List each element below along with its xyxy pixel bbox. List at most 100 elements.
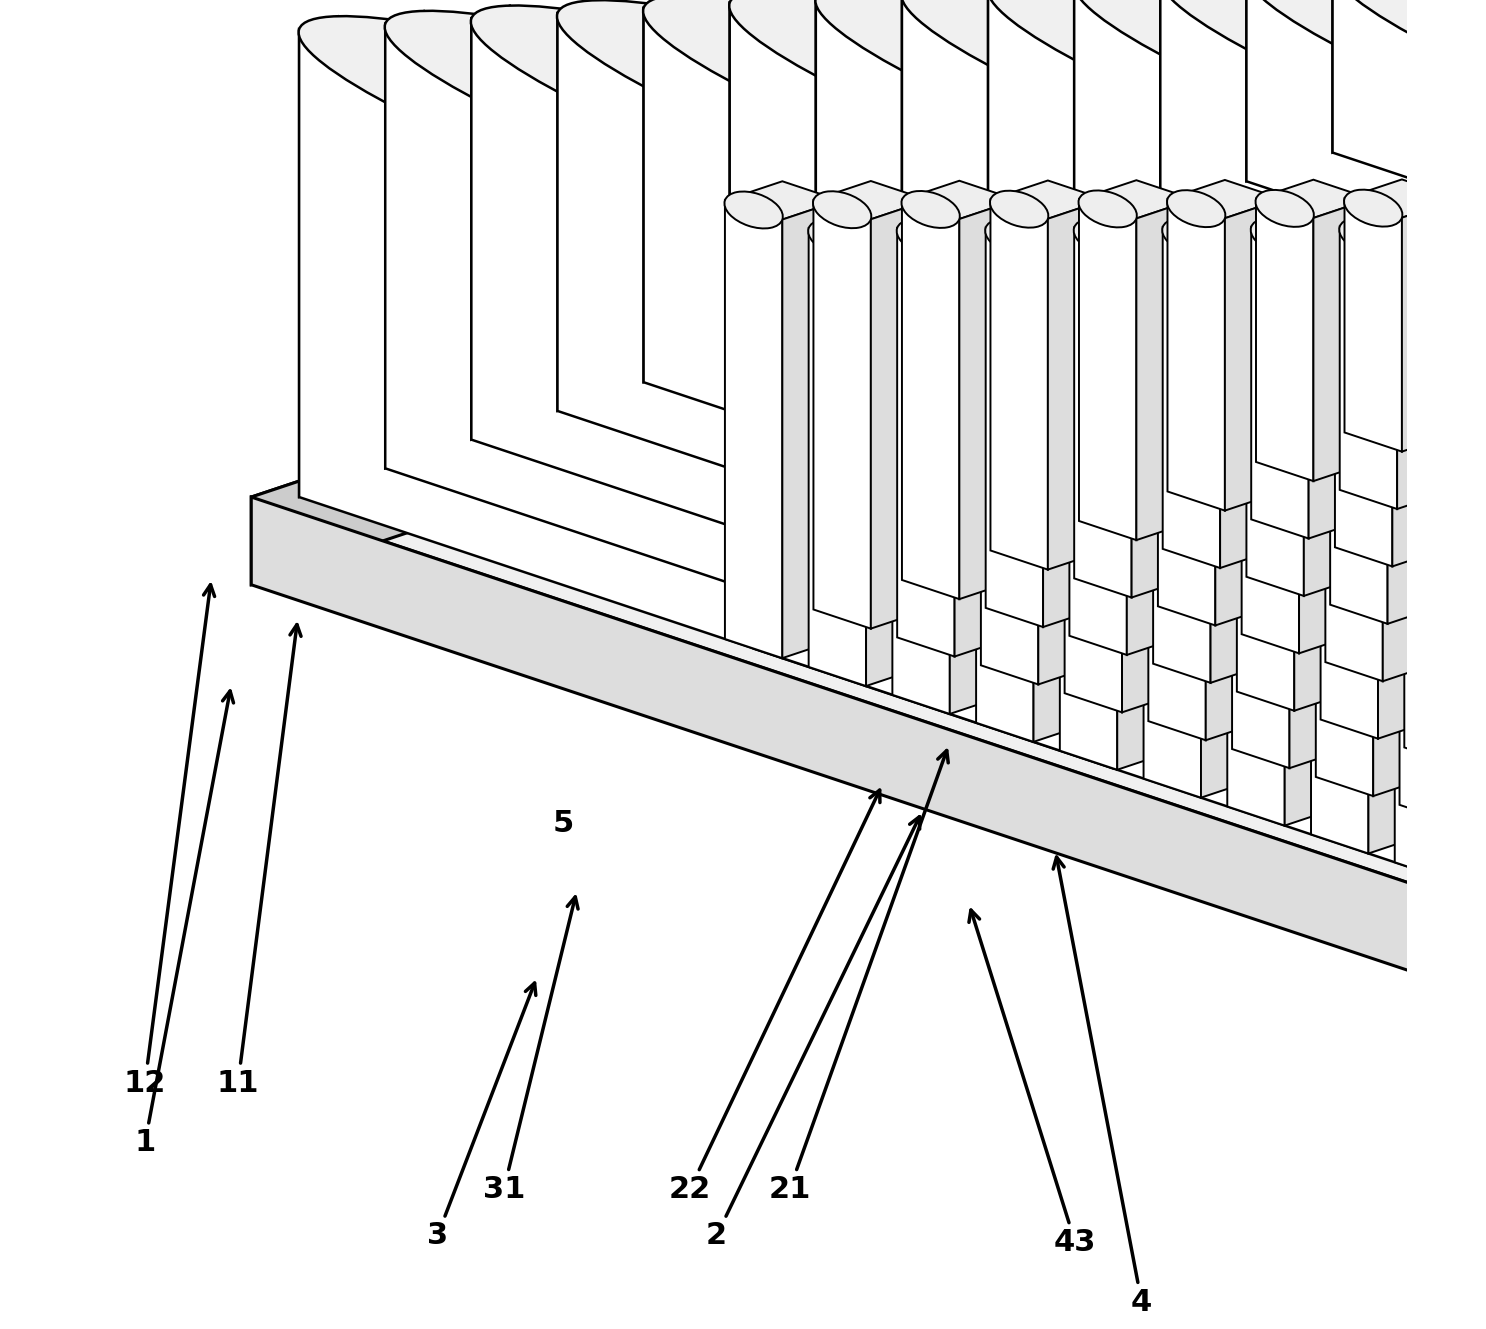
Polygon shape (753, 167, 1486, 452)
Ellipse shape (1424, 246, 1482, 283)
Polygon shape (730, 3, 1486, 625)
Ellipse shape (1311, 387, 1369, 424)
Polygon shape (808, 209, 923, 247)
Polygon shape (1098, 146, 1486, 431)
Polygon shape (866, 229, 923, 686)
Text: 21: 21 (768, 751, 948, 1204)
Ellipse shape (1227, 359, 1285, 396)
Polygon shape (1060, 312, 1117, 769)
Polygon shape (725, 181, 840, 219)
Polygon shape (1242, 283, 1299, 654)
Polygon shape (1443, 138, 1486, 690)
Polygon shape (988, 0, 1486, 258)
Polygon shape (1333, 0, 1370, 153)
Polygon shape (557, 13, 1370, 682)
Ellipse shape (385, 11, 1199, 308)
Polygon shape (1419, 283, 1476, 594)
Polygon shape (1294, 311, 1352, 711)
Text: 2: 2 (706, 817, 920, 1251)
Polygon shape (976, 284, 1034, 742)
Text: 12: 12 (123, 585, 214, 1098)
Polygon shape (1482, 255, 1486, 537)
Polygon shape (1373, 368, 1431, 796)
Polygon shape (1048, 199, 1106, 570)
Polygon shape (950, 256, 1008, 714)
Polygon shape (1012, 165, 1486, 833)
Polygon shape (1321, 320, 1435, 359)
Polygon shape (1074, 0, 1486, 510)
Ellipse shape (1074, 219, 1132, 255)
Ellipse shape (985, 219, 1043, 255)
Ellipse shape (1326, 303, 1383, 339)
Polygon shape (1070, 255, 1126, 655)
Polygon shape (988, 0, 1027, 267)
Ellipse shape (1331, 0, 1486, 250)
Polygon shape (1064, 264, 1180, 303)
Text: 1: 1 (134, 691, 233, 1158)
Ellipse shape (1251, 218, 1309, 255)
Polygon shape (816, 0, 1486, 595)
Polygon shape (1060, 292, 1174, 331)
Polygon shape (813, 201, 871, 629)
Polygon shape (1039, 256, 1095, 684)
Polygon shape (1162, 227, 1220, 567)
Polygon shape (898, 229, 954, 657)
Polygon shape (1227, 348, 1342, 387)
Polygon shape (1074, 0, 1486, 253)
Polygon shape (1326, 292, 1440, 331)
Polygon shape (1443, 125, 1486, 409)
Ellipse shape (1433, 190, 1486, 226)
Polygon shape (1290, 340, 1346, 768)
Polygon shape (1256, 199, 1314, 481)
Polygon shape (1419, 0, 1486, 395)
Polygon shape (1074, 227, 1132, 598)
Polygon shape (299, 29, 1113, 768)
Polygon shape (725, 201, 782, 658)
Polygon shape (898, 209, 1012, 247)
Ellipse shape (557, 0, 1372, 298)
Polygon shape (385, 11, 424, 468)
Polygon shape (1236, 311, 1294, 711)
Polygon shape (991, 199, 1048, 570)
Polygon shape (1299, 283, 1357, 654)
Polygon shape (1309, 227, 1366, 538)
Polygon shape (730, 0, 768, 354)
Polygon shape (251, 497, 1486, 1023)
Polygon shape (1161, 0, 1486, 247)
Polygon shape (960, 199, 1016, 599)
Polygon shape (1401, 198, 1459, 452)
Ellipse shape (1012, 152, 1486, 449)
Polygon shape (1330, 264, 1444, 302)
Polygon shape (1467, 339, 1486, 710)
Polygon shape (1340, 227, 1397, 509)
Polygon shape (1428, 207, 1486, 246)
Ellipse shape (1428, 218, 1486, 254)
Polygon shape (1161, 0, 1199, 210)
Ellipse shape (1153, 275, 1211, 311)
Polygon shape (813, 181, 929, 219)
Polygon shape (1409, 339, 1467, 710)
Ellipse shape (926, 157, 1486, 455)
Polygon shape (471, 5, 1323, 290)
Polygon shape (1334, 235, 1450, 274)
Polygon shape (1122, 284, 1180, 712)
Ellipse shape (1241, 275, 1300, 311)
Polygon shape (985, 209, 1101, 247)
Polygon shape (1462, 367, 1486, 767)
Ellipse shape (1256, 190, 1314, 227)
Polygon shape (471, 5, 510, 440)
Polygon shape (1043, 227, 1101, 627)
Ellipse shape (1394, 415, 1453, 452)
Polygon shape (902, 0, 1486, 567)
Ellipse shape (1320, 331, 1379, 367)
Ellipse shape (902, 0, 1486, 276)
Ellipse shape (1441, 125, 1486, 423)
Polygon shape (1232, 320, 1346, 359)
Polygon shape (1285, 368, 1342, 825)
Ellipse shape (813, 191, 871, 229)
Polygon shape (1392, 255, 1450, 566)
Ellipse shape (1330, 274, 1388, 311)
Polygon shape (1012, 152, 1486, 436)
Polygon shape (385, 11, 1236, 295)
Ellipse shape (1315, 359, 1373, 396)
